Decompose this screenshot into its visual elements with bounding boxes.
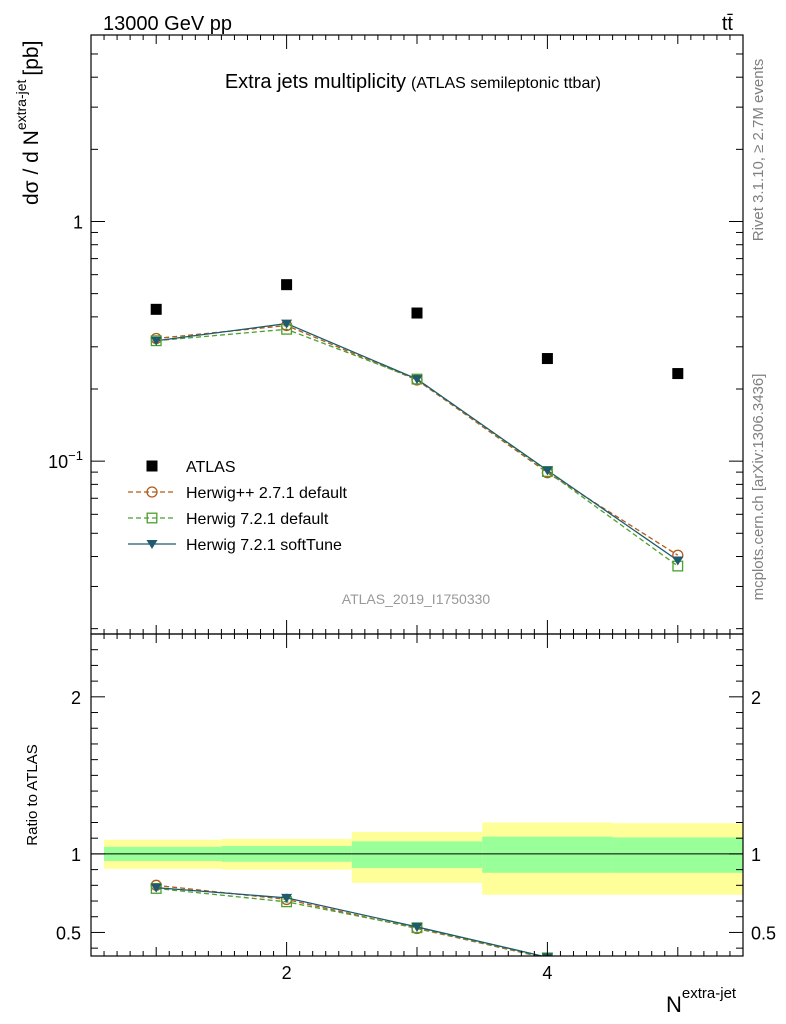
legend-marker-atlas xyxy=(146,460,158,472)
legend-item-atlas: ATLAS xyxy=(146,459,236,476)
ratio-band-inner-5 xyxy=(612,837,743,873)
main-ytick-label: 10−1 xyxy=(48,448,83,472)
ratio-ytick-label-left: 2 xyxy=(71,688,81,708)
rivet-label: Rivet 3.1.10, ≥ 2.7M events xyxy=(750,59,767,242)
legend-item-herwig-7-2-1-default: Herwig 7.2.1 default xyxy=(128,511,329,528)
ratio-ytick-label-right: 2 xyxy=(751,688,761,708)
energy-label: 13000 GeV pp xyxy=(103,13,232,35)
xtick-label: 4 xyxy=(542,963,552,983)
main-ytick-base: 1 xyxy=(73,212,83,232)
legend-marker-herwig-7-2-1-default xyxy=(146,512,158,524)
legend-marker-herwig-7-2-1-softtune xyxy=(146,540,158,549)
ratio-band-inner-3 xyxy=(351,841,483,869)
line-herwig-7-2-1-default xyxy=(156,328,679,567)
ratio-series xyxy=(150,879,553,956)
point-atlas-5 xyxy=(672,368,684,380)
legend: ATLAS Herwig++ 2.7.1 default Herwig 7.2.1 … xyxy=(128,459,348,554)
legend-label-herwig-7-2-1-softtune: Herwig 7.2.1 softTune xyxy=(186,537,342,554)
main-plot-content xyxy=(150,279,684,572)
main-ylabel-unit: [pb] xyxy=(20,41,43,76)
main-ytick-base: 10 xyxy=(48,452,68,472)
point-herwig-7-2-1-softtune-2 xyxy=(281,319,293,329)
main-ytick-label: 1 xyxy=(73,212,83,232)
ratio-point-herwig-7-2-1-softtune-1 xyxy=(150,883,162,893)
svg-text:dσ / d Nextra-jet[pb]: dσ / d Nextra-jet [pb] xyxy=(13,41,43,205)
ratio-ytick-label-left: 1 xyxy=(71,845,81,865)
ratio-point-herwig-7-2-1-softtune-2 xyxy=(281,893,293,903)
point-atlas-1 xyxy=(150,303,162,315)
ratio-ytick-label-left: 0.5 xyxy=(56,923,81,943)
ratio-line-herwig-7-2-1-softtune xyxy=(156,887,545,956)
main-ytick-exp: −1 xyxy=(68,448,83,463)
xlabel: N xyxy=(666,992,682,1017)
plot-subtitle: (ATLAS semileptonic ttbar) xyxy=(411,75,601,92)
legend-label-atlas: ATLAS xyxy=(186,459,236,476)
ratio-ytick-label-right: 1 xyxy=(751,845,761,865)
ratio-ytick-label-right: 0.5 xyxy=(751,923,776,943)
ratio-bands xyxy=(104,822,743,895)
point-herwig-7-2-1-softtune-4 xyxy=(541,466,553,476)
analysis-watermark: ATLAS_2019_I1750330 xyxy=(342,591,491,607)
legend-label-herwig-2-7-1-default: Herwig++ 2.7.1 default xyxy=(186,485,348,502)
main-ylabel: dσ / d N xyxy=(20,130,43,205)
ratio-point-herwig-7-2-1-softtune-3 xyxy=(411,922,423,932)
legend-label-herwig-7-2-1-default: Herwig 7.2.1 default xyxy=(186,511,329,528)
plot-title: Extra jets multiplicity xyxy=(225,71,406,93)
point-herwig-7-2-1-softtune-3 xyxy=(411,375,423,385)
point-atlas-4 xyxy=(541,353,553,365)
x-axis-title: Nextra-jet xyxy=(666,985,737,1017)
ratio-plot-content xyxy=(91,822,743,956)
process-label: tt̄ xyxy=(722,13,734,35)
legend-item-herwig-2-7-1-default: Herwig++ 2.7.1 default xyxy=(128,485,348,502)
main-ylabel-sup: extra-jet xyxy=(13,79,29,130)
ratio-line-herwig-7-2-1-default xyxy=(156,887,543,956)
point-herwig-7-2-1-softtune-1 xyxy=(150,336,162,346)
point-atlas-3 xyxy=(411,307,423,319)
xlabel-sup: extra-jet xyxy=(682,985,737,1002)
point-herwig-7-2-1-softtune-5 xyxy=(672,556,684,566)
ratio-ylabel: Ratio to ATLAS xyxy=(24,744,41,845)
url-label: mcplots.cern.ch [arXiv:1306.3436] xyxy=(750,374,767,601)
main-y-axis-title: dσ / d Nextra-jet [pb] xyxy=(13,41,43,205)
ratio-axes: 2 4 0.5 0.5 1 1 2 2 xyxy=(56,633,776,983)
main-axes: 10−1 1 xyxy=(48,34,744,634)
legend-marker-herwig-2-7-1-default xyxy=(146,486,158,498)
ratio-line-herwig-2-7-1-default xyxy=(156,884,541,956)
xtick-label: 2 xyxy=(282,963,292,983)
point-atlas-2 xyxy=(281,279,293,291)
ratio-plot-frame xyxy=(90,633,744,957)
legend-item-herwig-7-2-1-softtune: Herwig 7.2.1 softTune xyxy=(128,537,342,554)
ratio-band-inner-4 xyxy=(482,836,613,873)
